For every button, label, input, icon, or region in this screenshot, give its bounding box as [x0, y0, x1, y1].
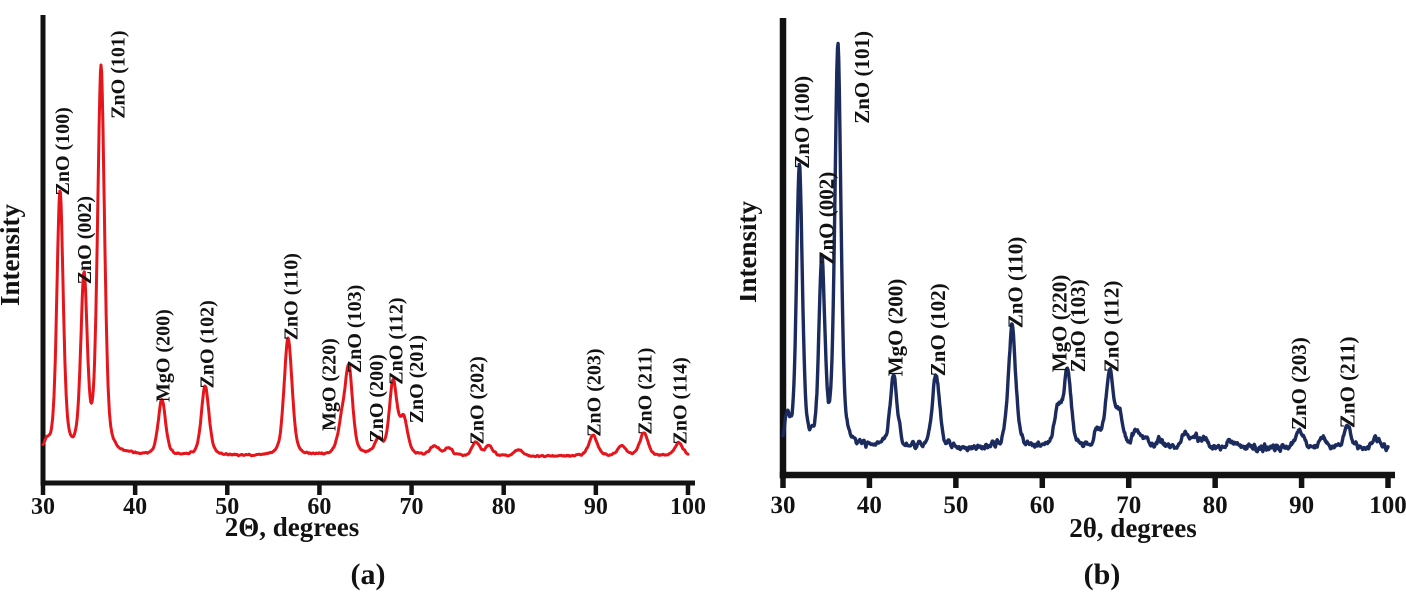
peak-label: ZnO (103) [344, 285, 366, 373]
peak-label: ZnO (100) [52, 107, 74, 195]
x-tick-label: 30 [31, 494, 55, 520]
x-axis-title: 2Θ, degrees [225, 512, 359, 542]
peak-label: MgO (200) [153, 309, 175, 402]
peak-label: ZnO (102) [926, 283, 950, 376]
peak-label: ZnO (103) [1066, 279, 1090, 372]
peak-label: ZnO (112) [386, 297, 408, 384]
x-tick-label: 90 [1289, 492, 1314, 519]
peak-label: ZnO (002) [74, 196, 96, 284]
x-tick-label: 70 [400, 494, 424, 520]
x-tick-label: 40 [123, 494, 147, 520]
y-axis-title: Intensity [740, 200, 762, 303]
x-tick-label: 40 [857, 492, 882, 519]
xrd-chart-b: 30 40 50 60 70 80 90 100 ZnO (100)ZnO (002) ZnO (… [740, 18, 1406, 591]
peak-label: ZnO (211) [1336, 336, 1360, 428]
x-tick-label: 60 [1030, 492, 1055, 519]
x-tick-label: 80 [492, 494, 516, 520]
xrd-curve [41, 63, 690, 459]
x-tick-label: 50 [943, 492, 968, 519]
xrd-curve [781, 41, 1390, 454]
peak-label: MgO (220) [1048, 275, 1072, 372]
x-axis-title: 2θ, degrees [1069, 513, 1197, 543]
peak-label: ZnO (114) [669, 357, 691, 444]
y-axis-title: Intensity [0, 203, 25, 306]
x-tick-label: 80 [1203, 492, 1228, 519]
x-tick-label: 70 [1116, 492, 1141, 519]
x-tick-label: 60 [307, 494, 331, 520]
peak-label: ZnO (002) [814, 172, 838, 265]
peak-label: ZnO (201) [406, 335, 428, 423]
peak-label: ZnO (200) [366, 354, 388, 442]
peak-label: MgO (220) [318, 338, 340, 431]
panel-a: 30 40 50 60 70 80 90 100 ZnO (100) ZnO (002) ZnO (… [0, 15, 706, 591]
xrd-chart-a: 30 40 50 60 70 80 90 100 ZnO (100)ZnO (002) ZnO (… [0, 15, 706, 591]
panel-b: 30 40 50 60 70 80 90 100 ZnO (100) ZnO (002) ZnO (… [740, 0, 1406, 593]
peak-label: ZnO (100) [790, 76, 814, 169]
panel-caption: (a) [351, 558, 386, 591]
peak-label: ZnO (112) [1100, 281, 1124, 373]
peak-label: ZnO (101) [107, 30, 129, 118]
x-tick-label: 90 [584, 494, 608, 520]
peak-label: ZnO (110) [1004, 237, 1028, 329]
peak-label: ZnO (101) [850, 31, 874, 124]
peak-label: ZnO (203) [584, 348, 606, 436]
peak-label: ZnO (202) [467, 356, 489, 444]
peak-label: ZnO (102) [197, 300, 219, 388]
x-tick-label: 50 [215, 494, 239, 520]
x-tick-label: 100 [670, 494, 706, 520]
peak-label: ZnO (110) [281, 253, 303, 340]
peak-label: MgO (200) [884, 279, 908, 376]
panel-caption: (b) [1084, 558, 1121, 591]
peak-label: ZnO (211) [634, 348, 656, 435]
x-tick-label: 100 [1369, 492, 1406, 519]
peak-label: ZnO (203) [1287, 337, 1311, 430]
x-tick-label: 30 [771, 492, 796, 519]
